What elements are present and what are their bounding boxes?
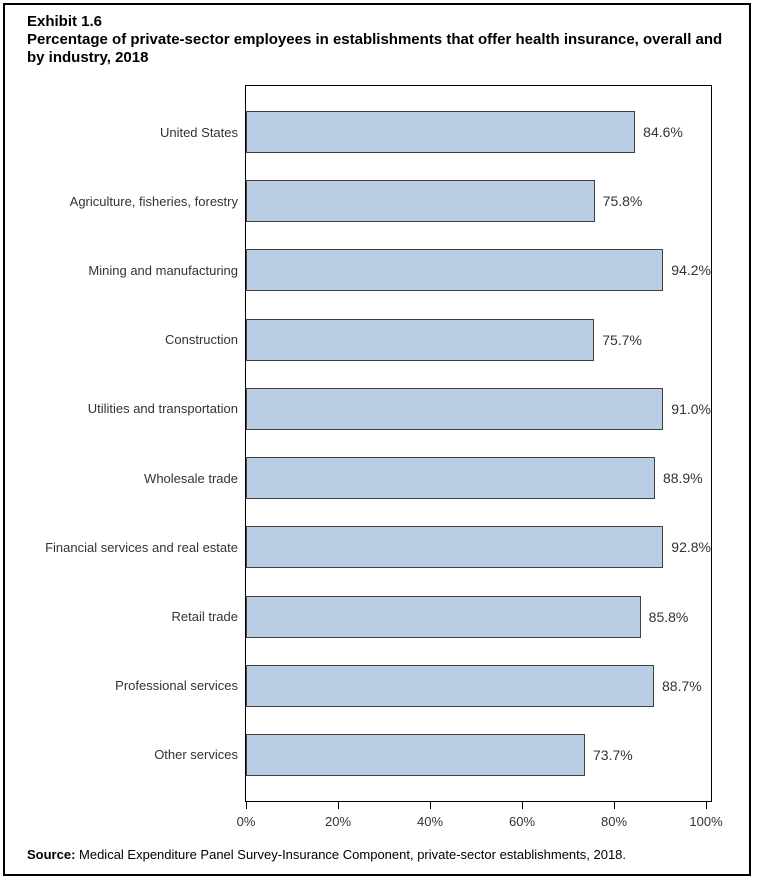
category-label: United States: [159, 124, 238, 140]
bar-row: Utilities and transportation 91.0%: [88, 387, 711, 430]
chart-frame: Exhibit 1.6 Percentage of private-sector…: [3, 3, 751, 876]
category-label: Professional services: [115, 678, 238, 694]
value-label: 88.9%: [662, 470, 703, 487]
source-text: Medical Expenditure Panel Survey-Insuran…: [75, 847, 627, 862]
bar: [246, 111, 636, 153]
x-axis-tick-label: 20%: [324, 814, 352, 829]
source-note: Source: Medical Expenditure Panel Survey…: [27, 847, 626, 862]
bar: [246, 318, 595, 361]
x-axis-tick: [338, 802, 339, 809]
exhibit-label: Exhibit 1.6: [27, 13, 103, 30]
category-label: Mining and manufacturing: [88, 262, 238, 278]
x-axis: 0% 20% 40% 60% 80% 100%: [237, 802, 723, 838]
x-axis-tick-label: 60%: [508, 814, 536, 829]
plot-area: United States 84.6% Agriculture, fisheries…: [45, 85, 712, 802]
category-label: Retail trade: [171, 609, 238, 625]
bar: [246, 526, 664, 569]
title-block: Exhibit 1.6 Percentage of private-sector…: [27, 13, 735, 67]
x-axis-tick: [522, 802, 523, 809]
bar: [246, 387, 664, 430]
x-axis-tick: [246, 802, 247, 809]
bar-row: United States 84.6%: [160, 111, 711, 153]
value-label: 75.8%: [602, 193, 643, 210]
bar: [246, 733, 586, 776]
x-axis-tick: [614, 802, 615, 809]
bar-row: Mining and manufacturing 94.2%: [88, 249, 711, 292]
bar-row: Other services 73.7%: [154, 733, 711, 776]
bar-row: Agriculture, fisheries, forestry 75.8%: [70, 180, 711, 223]
x-axis-tick-label: 40%: [416, 814, 444, 829]
bar-row: Retail trade 85.8%: [172, 595, 711, 638]
value-label: 91.0%: [671, 400, 711, 417]
value-label: 85.8%: [648, 608, 689, 625]
page-title: Percentage of private-sector employees i…: [27, 31, 723, 66]
category-label: Utilities and transportation: [87, 401, 238, 417]
category-label: Other services: [154, 747, 238, 763]
bar-row: Professional services 88.7%: [115, 664, 711, 707]
value-label: 84.6%: [643, 124, 683, 140]
category-label: Agriculture, fisheries, forestry: [69, 193, 238, 209]
value-label: 73.7%: [593, 746, 633, 763]
category-label: Wholesale trade: [144, 470, 238, 486]
bar: [246, 249, 664, 292]
bar: [246, 457, 655, 500]
x-axis-tick: [430, 802, 431, 809]
value-label: 88.7%: [662, 677, 702, 694]
x-axis-tick: [706, 802, 707, 809]
bar: [246, 180, 595, 223]
category-label: Financial services and real estate: [45, 539, 238, 555]
bar: [246, 595, 641, 638]
source-label: Source:: [27, 847, 76, 862]
value-label: 94.2%: [671, 262, 711, 279]
x-axis-tick-label: 80%: [600, 814, 628, 829]
x-axis-tick-label: 100%: [689, 814, 723, 829]
bar-row: Financial services and real estate 92.8%: [45, 526, 711, 569]
value-label: 92.8%: [671, 539, 711, 556]
x-axis-tick-label: 0%: [236, 814, 256, 829]
bar-row: Construction 75.7%: [165, 318, 711, 361]
bar: [246, 664, 655, 707]
value-label: 75.7%: [602, 331, 642, 348]
category-label: Construction: [165, 332, 238, 348]
bar-row: Wholesale trade 88.9%: [144, 457, 711, 500]
